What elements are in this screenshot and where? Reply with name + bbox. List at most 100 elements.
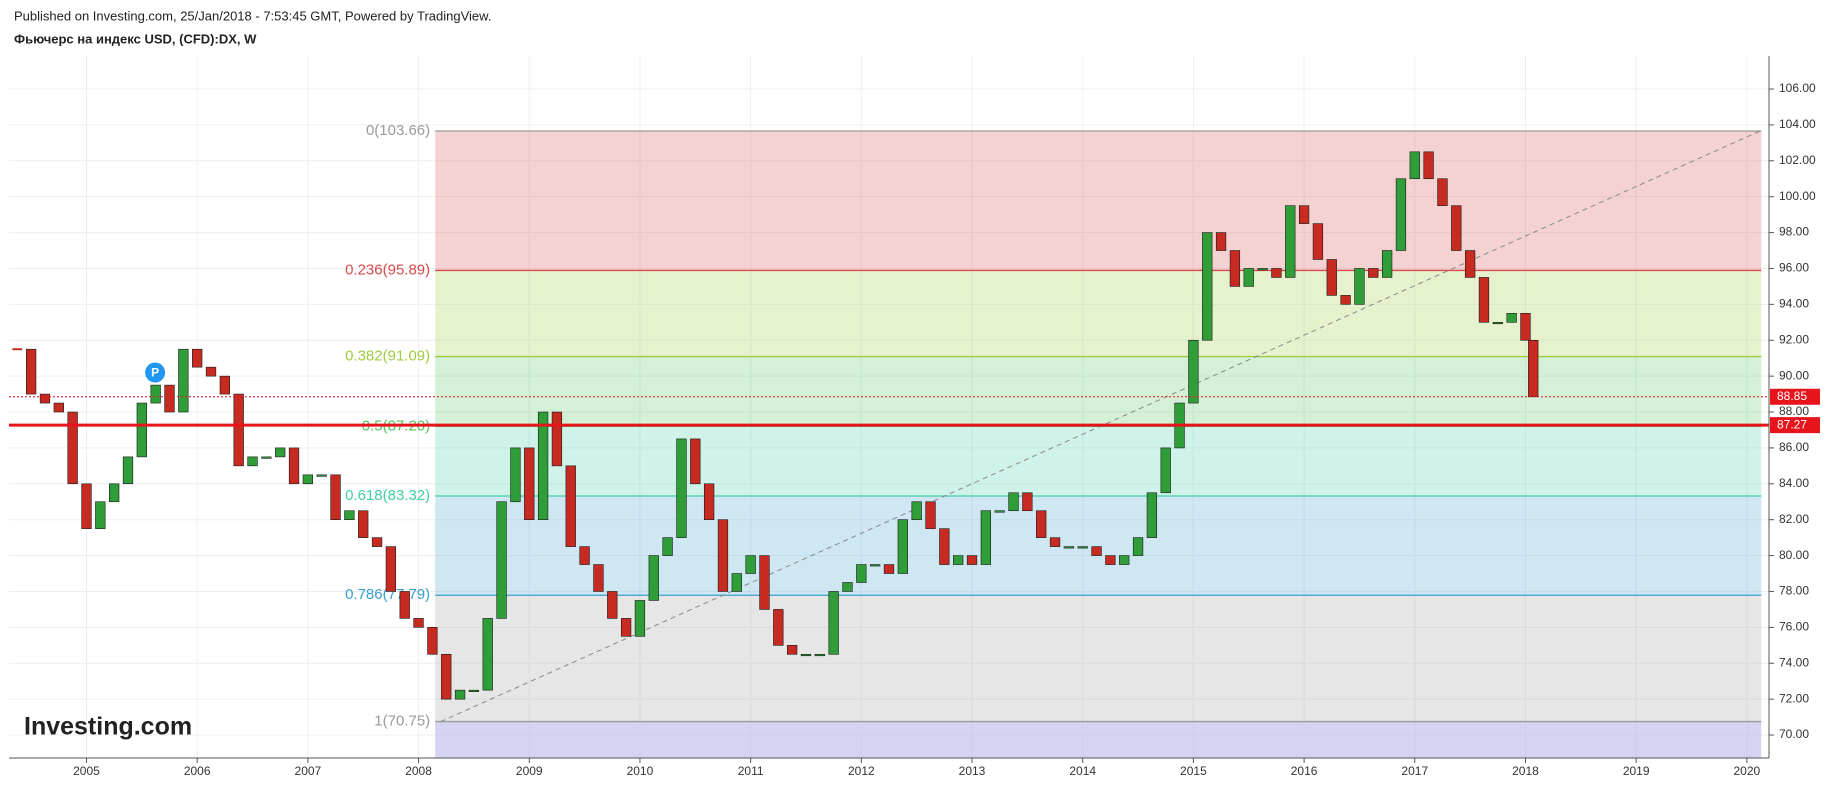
candle: [1354, 268, 1365, 305]
candle: [607, 591, 618, 619]
candle: [703, 483, 715, 520]
candle: [897, 519, 908, 574]
candle: [1105, 555, 1116, 565]
candle: [1036, 510, 1047, 538]
candle: [468, 689, 480, 692]
fib-label: 0.382(91.09): [345, 348, 430, 365]
y-tick-label: 100.00: [1779, 189, 1816, 203]
candle: [551, 411, 563, 467]
candle: [1478, 277, 1490, 323]
candle: [1298, 205, 1310, 224]
candle: [1008, 492, 1019, 512]
y-tick-label: 90.00: [1779, 368, 1809, 382]
candle: [427, 627, 438, 655]
candle: [565, 465, 576, 547]
candle: [81, 483, 92, 529]
candle: [358, 510, 369, 538]
y-tick-label: 82.00: [1779, 512, 1809, 526]
candle: [953, 555, 964, 565]
price-badge-label: 87.27: [1777, 417, 1807, 431]
candle: [980, 510, 991, 565]
x-tick-label: 2019: [1623, 764, 1650, 778]
x-tick-label: 2008: [405, 764, 432, 778]
y-tick-label: 92.00: [1779, 332, 1809, 346]
candle: [759, 555, 770, 610]
published-note: Published on Investing.com, 25/Jan/2018 …: [14, 8, 491, 23]
fib-zone: [435, 496, 1762, 596]
candle: [1160, 447, 1171, 494]
candle: [302, 474, 314, 485]
candle: [288, 447, 300, 485]
event-marker: [145, 362, 166, 383]
candle: [745, 555, 756, 574]
fib-zone-below: [435, 721, 1762, 758]
candle: [939, 528, 950, 565]
candle: [1326, 259, 1337, 296]
candle: [1049, 537, 1061, 547]
candle: [662, 537, 673, 556]
candle: [1423, 151, 1434, 180]
candle: [371, 537, 383, 547]
candle: [676, 438, 687, 538]
candle: [966, 555, 978, 565]
candle: [1257, 268, 1268, 271]
y-tick-label: 70.00: [1779, 727, 1809, 741]
fib-label: 0.236(95.89): [345, 261, 430, 278]
candle: [1528, 339, 1539, 398]
candle: [814, 653, 825, 657]
candle: [856, 564, 867, 583]
candle: [1312, 223, 1324, 260]
candle: [109, 483, 120, 503]
event-marker-label: P: [151, 366, 159, 380]
candle: [648, 555, 659, 601]
candle: [1437, 178, 1448, 206]
candle: [1492, 322, 1503, 325]
candle: [496, 501, 507, 619]
candle: [136, 402, 147, 458]
candle: [219, 375, 230, 395]
candle: [1451, 205, 1462, 251]
fib-zone: [435, 356, 1762, 427]
candle: [1506, 313, 1517, 323]
candle: [1381, 250, 1393, 278]
fib-zone: [435, 595, 1762, 722]
candle: [911, 501, 922, 520]
candle: [330, 474, 341, 520]
candle: [385, 546, 397, 592]
y-tick-label: 80.00: [1779, 548, 1809, 562]
candle: [482, 618, 493, 691]
watermark: Investing.com: [24, 713, 192, 741]
candle: [1119, 555, 1130, 565]
y-tick-label: 78.00: [1779, 584, 1809, 598]
y-tick-label: 86.00: [1779, 440, 1809, 454]
candle: [1285, 205, 1296, 278]
candle: [690, 438, 701, 485]
candle: [150, 384, 161, 404]
candle: [800, 653, 812, 657]
fib-label: 0.618(83.32): [345, 487, 430, 504]
y-tick-label: 94.00: [1779, 297, 1809, 311]
y-tick-label: 96.00: [1779, 261, 1809, 275]
symbol-title: Фьючерс на индекс USD, (CFD):DX, W: [14, 31, 257, 46]
candle: [178, 348, 189, 413]
fib-zone: [435, 426, 1762, 497]
candle: [233, 393, 244, 467]
fib-label: 1(70.75): [374, 713, 430, 730]
candle: [441, 653, 452, 700]
x-tick-label: 2005: [73, 764, 100, 778]
candle: [164, 384, 175, 413]
fib-label: 0(103.66): [366, 122, 430, 139]
candle: [1063, 546, 1075, 549]
candle: [39, 393, 51, 404]
x-tick-label: 2015: [1180, 764, 1207, 778]
candle: [593, 564, 604, 592]
candle: [205, 366, 217, 377]
candle: [1340, 295, 1351, 305]
candle: [1202, 232, 1213, 341]
price-badge: [1770, 417, 1820, 434]
candle: [773, 609, 784, 646]
candle: [1243, 268, 1254, 287]
x-tick-label: 2007: [295, 764, 322, 778]
candle: [883, 564, 895, 574]
